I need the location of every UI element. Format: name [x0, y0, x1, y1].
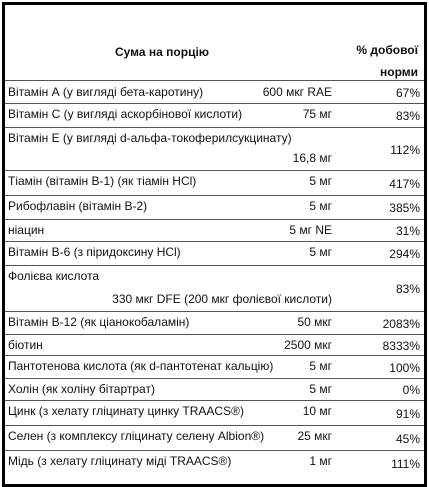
serving-header: Сума на порцію — [115, 45, 210, 59]
row-rule — [5, 195, 424, 196]
row-rule — [5, 400, 424, 401]
row-rule — [5, 265, 424, 266]
nutrient-name: Тіамін (вітамін В-1) (як тіамін HCl) — [8, 174, 197, 188]
amount: 25 мкг — [297, 429, 332, 443]
row-rule — [5, 334, 424, 335]
amount: 16,8 мг — [292, 151, 332, 165]
nutrient-name: Вітамін Е (у вигляді d-альфа-токоферилсу… — [8, 131, 292, 145]
daily-value: 45% — [395, 431, 420, 446]
daily-value: 417% — [389, 176, 420, 191]
amount: 2500 мкг — [284, 338, 332, 352]
nutrient-name: ніацин — [8, 223, 45, 237]
row-rule — [5, 450, 424, 451]
row-rule — [5, 219, 424, 220]
daily-value: 8333% — [382, 338, 420, 353]
amount: 5 мг — [309, 382, 332, 396]
amount: 75 мг — [302, 107, 332, 121]
nutrient-name: Вітамін С (у вигляді аскорбінової кислот… — [8, 107, 243, 121]
amount: 5 мг NE — [289, 223, 332, 237]
nutrient-name: Мідь (з хелату гліцинату міді TRAACS®) — [8, 454, 232, 468]
daily-value: 100% — [389, 360, 420, 375]
nutrient-name: Вітамін В-6 (з піридоксину HCl) — [8, 245, 181, 259]
daily-value: 67% — [395, 86, 420, 100]
amount: 10 мг — [302, 404, 332, 418]
row-rule — [5, 355, 424, 356]
daily-value: 31% — [395, 224, 420, 238]
row-rule — [5, 170, 424, 171]
nutrient-name: Вітамін А (у вигляді бета-каротину) — [8, 85, 204, 99]
amount: 5 мг — [309, 245, 332, 259]
amount: 5 мг — [309, 199, 332, 213]
amount: 5 мг — [309, 359, 332, 373]
row-rule — [5, 103, 424, 104]
daily-value-header: % добової норми — [356, 43, 418, 79]
nutrient-name: Вітамін В-12 (як ціанокобаламін) — [8, 315, 190, 329]
row-rule — [5, 127, 424, 128]
nutrient-name: Пантотенова кислота (як d-пантотенат кал… — [8, 359, 274, 373]
nutrient-name: Холін (як холіну бітартрат) — [8, 382, 155, 396]
nutrient-name: Рибофлавін (вітамін В-2) — [8, 199, 148, 213]
daily-value: 91% — [395, 406, 420, 421]
daily-value: 294% — [389, 247, 420, 261]
nutrient-name: Фолієва кислота — [8, 269, 100, 283]
daily-value: 83% — [395, 109, 420, 123]
row-rule — [5, 425, 424, 426]
daily-value: 2083% — [382, 316, 420, 331]
nutrient-name: Селен (з комплексу гліцинату селену Albi… — [8, 429, 265, 443]
daily-value: 385% — [389, 201, 420, 215]
amount: 600 мкг RAE — [262, 85, 332, 99]
daily-value: 111% — [391, 456, 420, 471]
daily-value: 0% — [402, 383, 420, 397]
header-rule — [5, 80, 424, 81]
amount: 330 мкг DFE (200 мкг фолієвої кислоти) — [112, 292, 332, 306]
row-rule — [5, 241, 424, 242]
nutrient-name: Цинк (з хелату гліцинату цинку TRAACS®) — [8, 404, 244, 418]
daily-value: 83% — [395, 282, 420, 296]
daily-value: 112% — [390, 142, 420, 157]
amount: 50 мкг — [297, 315, 332, 329]
nutrient-name: біотин — [8, 338, 43, 352]
row-rule — [5, 311, 424, 312]
amount: 1 мг — [309, 454, 332, 468]
row-rule — [5, 378, 424, 379]
amount: 5 мг — [309, 174, 332, 188]
